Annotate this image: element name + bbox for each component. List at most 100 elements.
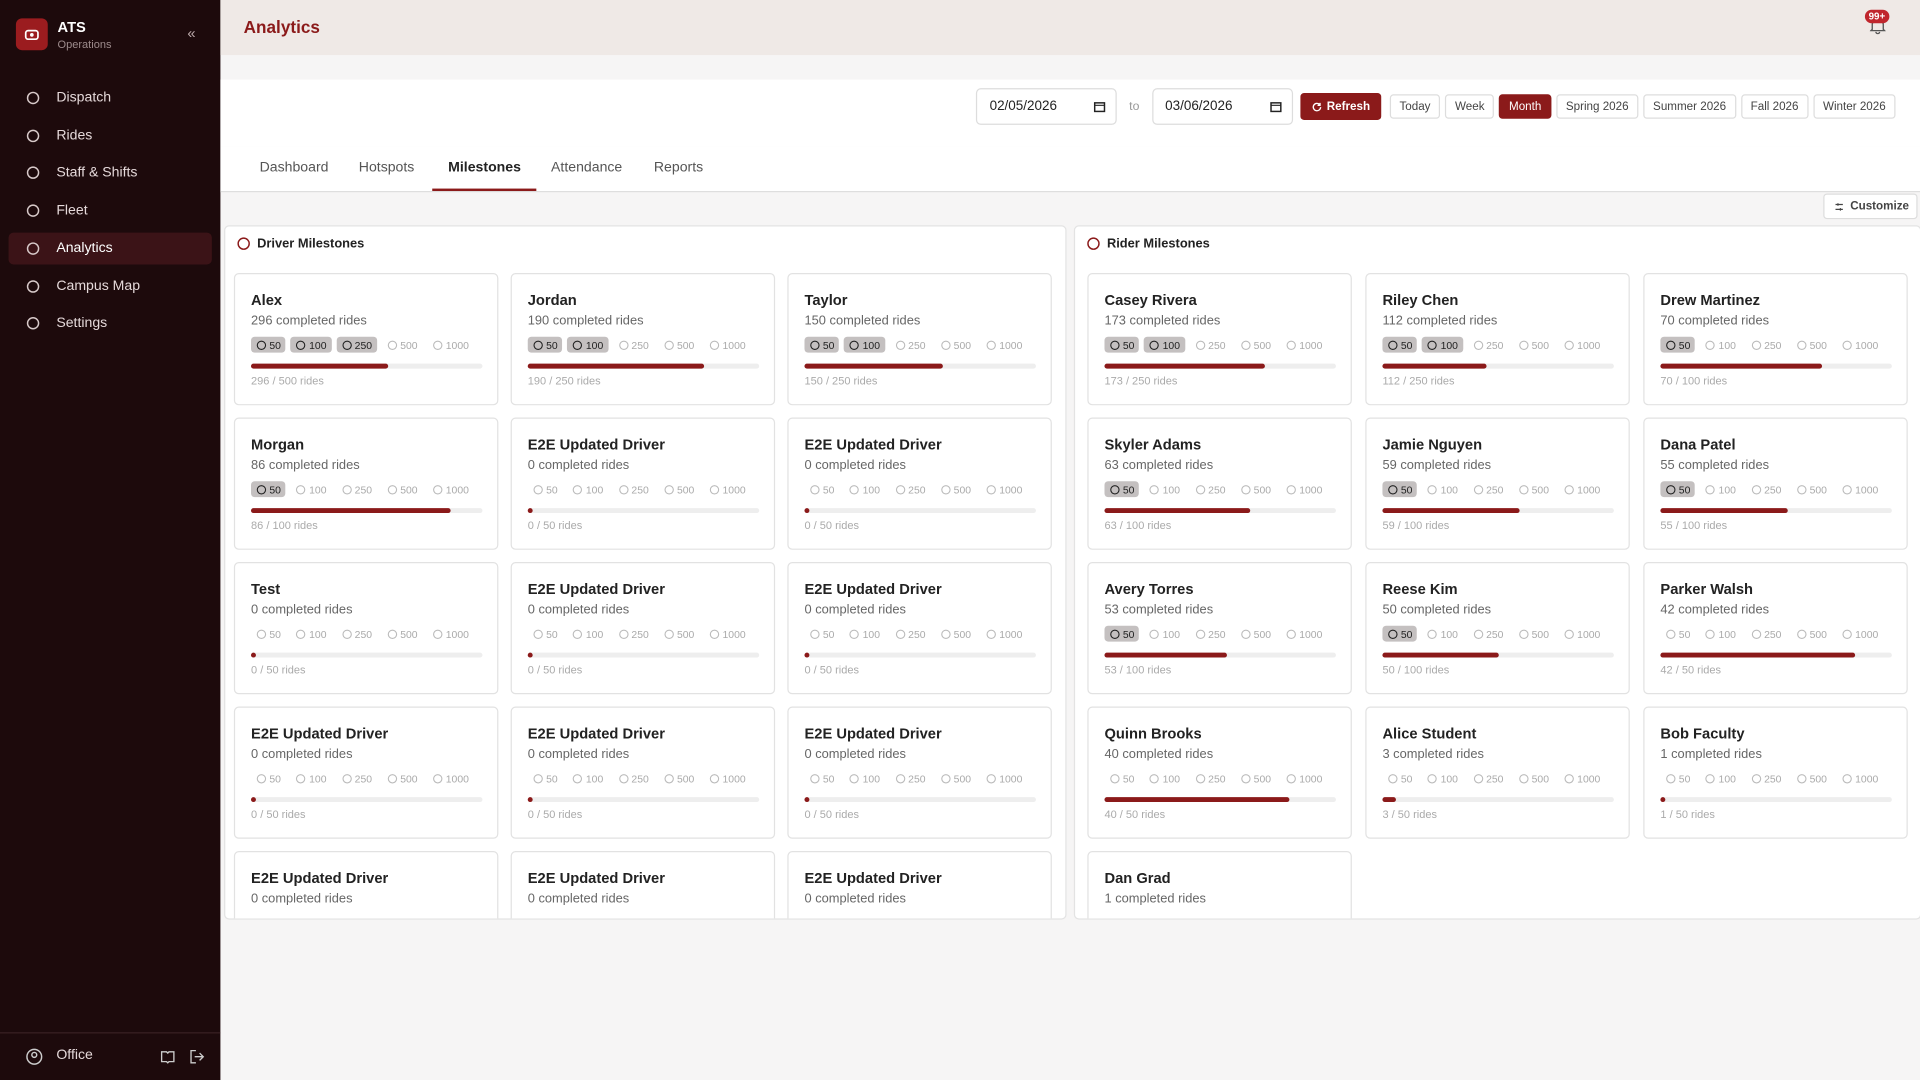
- milestone-badge: 250: [1746, 337, 1787, 353]
- badge-icon: [1705, 773, 1716, 783]
- app-name: ATS: [57, 18, 86, 36]
- badge-icon: [1152, 917, 1157, 919]
- card-completed: 0 completed rides: [804, 891, 906, 907]
- badge-row: 50 100 250 500 1000: [527, 336, 751, 353]
- badge-row: 50 100 250 500 1000: [1660, 770, 1883, 786]
- range-button[interactable]: Week: [1445, 94, 1495, 119]
- badge-level: 1000: [1577, 483, 1601, 496]
- badge-level: 250: [1208, 483, 1226, 496]
- badge-row: 50 100 250 500 1000: [804, 915, 1027, 919]
- badge-row: 50 100 250 500 1000: [1660, 626, 1883, 642]
- badge-level: 50: [269, 483, 281, 496]
- badge-icon: [810, 628, 820, 639]
- nav-item[interactable]: Dispatch: [9, 82, 212, 114]
- milestone-badge: 1000: [981, 481, 1027, 497]
- badge-level: 100: [1718, 772, 1736, 785]
- badge-level: 50: [1678, 338, 1691, 351]
- badge-level: 100: [586, 917, 603, 919]
- card-name: Reese Kim: [1382, 580, 1458, 598]
- badge-icon: [573, 628, 583, 639]
- badge-level: 1000: [1577, 627, 1601, 640]
- badge-level: 250: [1208, 338, 1226, 351]
- range-button[interactable]: Winter 2026: [1813, 94, 1896, 119]
- nav-icon: [26, 91, 40, 105]
- milestone-badge: 250: [1190, 915, 1231, 919]
- badge-level: 100: [585, 627, 604, 640]
- badge-icon: [986, 484, 996, 494]
- range-button[interactable]: Summer 2026: [1643, 94, 1736, 119]
- nav-item[interactable]: Staff & Shifts: [9, 157, 212, 189]
- badge-icon: [1427, 773, 1438, 783]
- badge-row: 50 100 250 500 1000: [804, 336, 1027, 353]
- milestone-card: Jordan 190 completed rides 50 100 250 500 1000…: [510, 273, 776, 406]
- milestone-card: Parker Walsh 42 completed rides 50 100 250 50…: [1643, 562, 1908, 695]
- badge-icon: [849, 484, 860, 494]
- badge-level: 500: [1809, 772, 1827, 785]
- milestone-badge: 50: [804, 770, 839, 786]
- badge-row: 50 100 250 500 1000: [1660, 336, 1883, 353]
- badge-row: 50 100 250 500 1000: [1104, 481, 1327, 498]
- card-completed: 3 completed rides: [1382, 746, 1484, 762]
- card-name: Drew Martinez: [1660, 291, 1761, 309]
- tab[interactable]: Reports: [653, 160, 704, 176]
- tab[interactable]: Milestones: [432, 147, 537, 192]
- milestone-badge: 100: [568, 481, 609, 497]
- badge-icon: [344, 917, 349, 919]
- milestone-badge: 100: [1700, 481, 1741, 497]
- badge-icon: [256, 340, 267, 350]
- milestone-badge: 50: [804, 626, 839, 642]
- nav-item[interactable]: Rides: [9, 120, 212, 152]
- badge-icon: [342, 773, 352, 783]
- milestone-card: Test 0 completed rides 50 100 250 500 1000 0 / …: [233, 562, 499, 695]
- progress-label: 296 / 500 rides: [251, 374, 324, 387]
- tab[interactable]: Attendance: [551, 160, 623, 176]
- nav-item[interactable]: Fleet: [9, 195, 212, 227]
- range-button[interactable]: Fall 2026: [1740, 94, 1809, 119]
- badge-level: 500: [400, 917, 417, 919]
- range-button[interactable]: Today: [1389, 94, 1441, 119]
- milestone-badge: 500: [382, 915, 423, 919]
- card-completed: 0 completed rides: [251, 602, 353, 618]
- range-button[interactable]: Month: [1499, 94, 1552, 119]
- badge-level: 100: [862, 338, 880, 351]
- tab[interactable]: Hotspots: [358, 160, 415, 176]
- badge-level: 250: [1208, 772, 1226, 785]
- progress-fill: [1382, 652, 1499, 658]
- nav-item[interactable]: Analytics: [8, 232, 212, 265]
- progress-track: [1660, 652, 1892, 658]
- badge-icon: [1149, 484, 1160, 494]
- badge-icon: [259, 917, 264, 919]
- customize-button[interactable]: Customize: [1823, 193, 1918, 220]
- badge-row: 50 100 250 500 1000: [1660, 481, 1883, 498]
- badge-icon: [1519, 773, 1529, 783]
- nav-item[interactable]: Campus Map: [9, 270, 212, 302]
- badge-level: 50: [822, 483, 835, 496]
- refresh-button[interactable]: Refresh: [1299, 93, 1382, 120]
- badge-icon: [810, 773, 820, 783]
- progress-label: 3 / 50 rides: [1382, 808, 1437, 821]
- progress-track: [527, 508, 760, 514]
- collapse-button[interactable]: «: [187, 24, 196, 42]
- progress-label: 53 / 100 rides: [1104, 663, 1172, 676]
- nav-label: Dispatch: [56, 90, 112, 106]
- nav-icon: [26, 279, 40, 293]
- badge-icon: [435, 917, 440, 919]
- badge-level: 500: [953, 627, 972, 640]
- badge-icon: [1427, 484, 1438, 494]
- milestone-badge: 250: [1190, 770, 1231, 786]
- date-to[interactable]: 03/06/2026: [1151, 88, 1293, 125]
- nav-icon: [26, 204, 40, 217]
- badge-icon: [1149, 773, 1160, 783]
- milestone-badge: 1000: [427, 770, 473, 786]
- nav-item[interactable]: Settings: [9, 308, 212, 340]
- badge-icon: [1110, 773, 1120, 783]
- logout-button[interactable]: [190, 1049, 205, 1064]
- progress-label: 86 / 100 rides: [251, 519, 318, 532]
- docs-button[interactable]: [160, 1049, 175, 1064]
- badge-level: 250: [631, 627, 649, 640]
- date-from[interactable]: 02/05/2026: [976, 88, 1117, 125]
- milestone-badge: 100: [844, 770, 885, 786]
- progress-label: 1 / 50 rides: [1660, 808, 1715, 821]
- range-button[interactable]: Spring 2026: [1556, 94, 1639, 119]
- tab[interactable]: Dashboard: [259, 160, 329, 176]
